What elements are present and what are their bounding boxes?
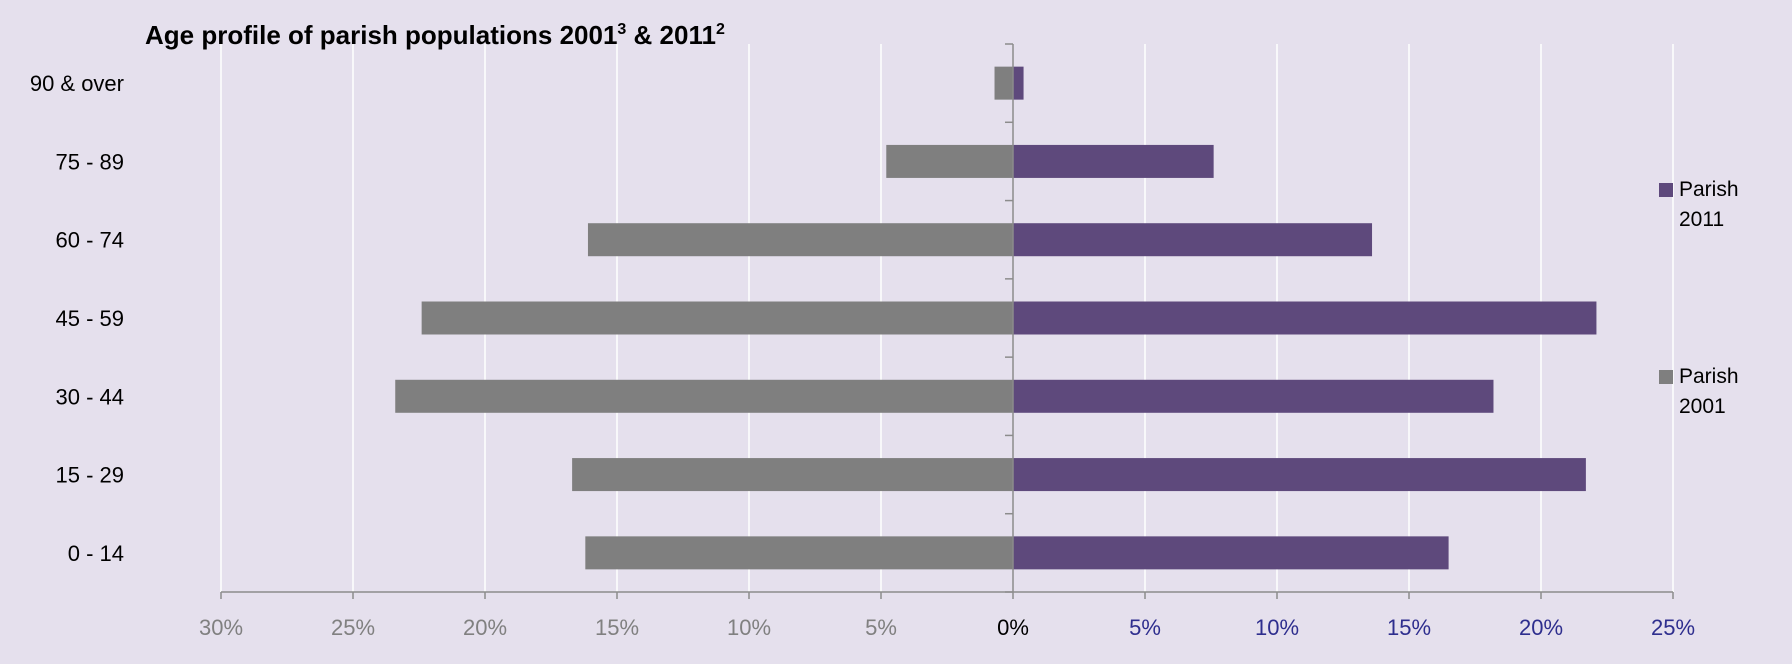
x-tick-label: 5% <box>1129 615 1161 640</box>
axes <box>220 43 1674 599</box>
chart-title-main: Age profile of parish populations 2001 <box>145 20 617 50</box>
category-label: 30 - 44 <box>56 384 125 409</box>
bar-parish-2001 <box>395 379 1013 413</box>
bar-parish-2001 <box>572 458 1013 492</box>
labels: 30% 25% 20% 15% 10% 5% 0% 5% 10% 15% 20% 25% 0 - 14 1… <box>30 71 1695 640</box>
legend-label: Parish 2011 <box>1679 178 1739 231</box>
legend-label-line: 2001 <box>1679 395 1726 418</box>
x-tick-label: 10% <box>727 615 771 640</box>
legend-swatch <box>1659 183 1673 197</box>
legend-label: Parish 2001 <box>1679 365 1739 418</box>
x-tick-label: 25% <box>331 615 375 640</box>
bar-parish-2011 <box>1013 144 1214 178</box>
category-label: 60 - 74 <box>56 228 125 253</box>
x-tick-label: 0% <box>997 615 1029 640</box>
category-label: 0 - 14 <box>68 541 124 566</box>
bar-parish-2011 <box>1013 379 1494 413</box>
bar-parish-2011 <box>1013 536 1449 570</box>
legend-swatch <box>1659 370 1673 384</box>
bar-parish-2001 <box>585 536 1013 570</box>
chart-title-sup-2: 2 <box>716 21 725 38</box>
bar-parish-2001 <box>994 66 1013 100</box>
bar-parish-2011 <box>1013 66 1024 100</box>
bar-parish-2011 <box>1013 301 1597 335</box>
x-tick-label: 5% <box>865 615 897 640</box>
chart-title-sup-1: 3 <box>617 21 626 38</box>
bar-parish-2011 <box>1013 223 1373 257</box>
category-label: 45 - 59 <box>56 306 125 331</box>
bar-parish-2001 <box>886 144 1013 178</box>
x-tick-label: 15% <box>595 615 639 640</box>
x-tick-label: 15% <box>1387 615 1431 640</box>
legend-label-line: Parish <box>1679 178 1739 201</box>
x-tick-label: 30% <box>199 615 243 640</box>
category-label: 75 - 89 <box>56 149 125 174</box>
chart-title: Age profile of parish populations 20013 … <box>145 20 725 50</box>
category-label: 15 - 29 <box>56 463 125 488</box>
x-tick-label: 20% <box>463 615 507 640</box>
category-label: 90 & over <box>30 71 124 96</box>
bar-parish-2001 <box>587 223 1013 257</box>
bars <box>395 66 1597 570</box>
legend-label-line: 2011 <box>1679 208 1724 231</box>
x-tick-label: 20% <box>1519 615 1563 640</box>
legend: Parish 2011 Parish 2001 <box>1659 178 1739 418</box>
x-tick-label: 10% <box>1255 615 1299 640</box>
chart-title-mid: & 2011 <box>626 20 716 50</box>
legend-label-line: Parish <box>1679 365 1739 388</box>
bar-parish-2001 <box>421 301 1013 335</box>
bar-parish-2011 <box>1013 458 1586 492</box>
x-tick-label: 25% <box>1651 615 1695 640</box>
